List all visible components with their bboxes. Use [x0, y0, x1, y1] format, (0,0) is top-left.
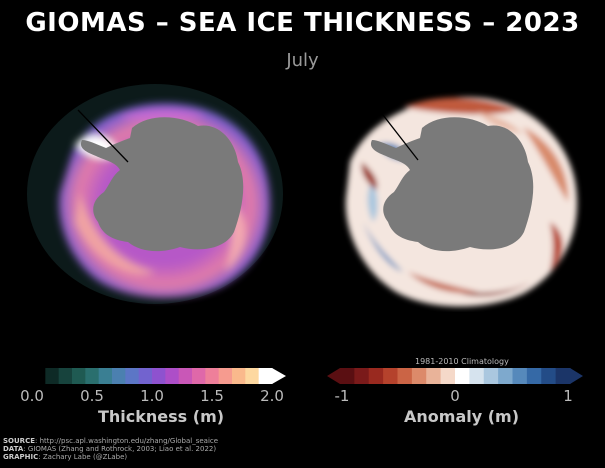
- colorbar-cell: [72, 368, 86, 384]
- colorbar-cell: [245, 368, 260, 384]
- colorbar-cell: [98, 368, 113, 384]
- thickness-colorbar-label: Thickness (m): [98, 407, 225, 426]
- colorbar-extend-arrow: [570, 368, 583, 384]
- colorbar-cell: [58, 368, 73, 384]
- colorbar-cell: [45, 368, 60, 384]
- colorbar-cell: [541, 368, 557, 384]
- anomaly-tick-1: 1: [563, 387, 573, 405]
- colorbar-cell: [152, 368, 166, 384]
- colorbar-cell: [397, 368, 413, 384]
- colorbar-cell: [165, 368, 180, 384]
- colorbar-cell: [205, 368, 220, 384]
- colorbar-cell: [555, 368, 571, 384]
- colorbar-cell: [178, 368, 193, 384]
- thickness-tick-3: 1.5: [200, 387, 224, 405]
- colorbar-extend-arrow: [272, 368, 286, 384]
- anomaly-colorbar-label: Anomaly (m): [404, 407, 520, 426]
- colorbar-cell: [526, 368, 542, 384]
- colorbar-cell: [32, 368, 46, 384]
- anomaly-tick-0: 0: [450, 387, 460, 405]
- colorbar-cell: [440, 368, 456, 384]
- colorbar-cell: [340, 368, 355, 384]
- colorbar-cell: [192, 368, 206, 384]
- colorbar-cell: [218, 368, 233, 384]
- colorbar-cell: [469, 368, 485, 384]
- thickness-map: [27, 84, 283, 304]
- colorbar-cell: [258, 368, 273, 384]
- colorbar-cell: [85, 368, 100, 384]
- colorbar-cell: [411, 368, 427, 384]
- colorbar-cell: [112, 368, 126, 384]
- thickness-tick-1: 0.5: [80, 387, 104, 405]
- thickness-tick-2: 1.0: [140, 387, 164, 405]
- colorbar-extend-arrow: [327, 368, 340, 384]
- colorbar-cell: [125, 368, 140, 384]
- anomaly-colorbar: [327, 368, 583, 384]
- anomaly-map: [345, 97, 578, 307]
- colorbar-cell: [138, 368, 153, 384]
- colorbar-cell: [498, 368, 513, 384]
- colorbar-cell: [383, 368, 398, 384]
- colorbar-cell: [455, 368, 470, 384]
- thickness-tick-4: 2.0: [260, 387, 284, 405]
- colorbar-cell: [354, 368, 370, 384]
- anomaly-tick-neg1: -1: [334, 387, 350, 405]
- thickness-colorbar: [32, 368, 286, 384]
- colorbar-cell: [483, 368, 499, 384]
- colorbar-cell: [232, 368, 246, 384]
- credit-data: DATA: GIOMAS (Zhang and Rothrock, 2003; …: [3, 445, 217, 454]
- climatology-label: 1981-2010 Climatology: [415, 357, 509, 366]
- colorbar-cell: [512, 368, 528, 384]
- antarctica-landmass: [80, 117, 244, 252]
- thickness-tick-0: 0.0: [20, 387, 44, 405]
- credit-graphic: GRAPHIC: Zachary Labe (@ZLabe): [3, 453, 128, 462]
- colorbar-cell: [426, 368, 442, 384]
- figure-title: GIOMAS – SEA ICE THICKNESS – 2023: [25, 8, 580, 38]
- meridian-line: [375, 105, 419, 161]
- credit-source: SOURCE: http://psc.apl.washington.edu/zh…: [3, 437, 219, 445]
- colorbar-cell: [368, 368, 384, 384]
- figure-subtitle: July: [286, 50, 319, 71]
- credits-block: SOURCE: http://psc.apl.washington.edu/zh…: [3, 437, 218, 462]
- meridian-line: [77, 109, 129, 163]
